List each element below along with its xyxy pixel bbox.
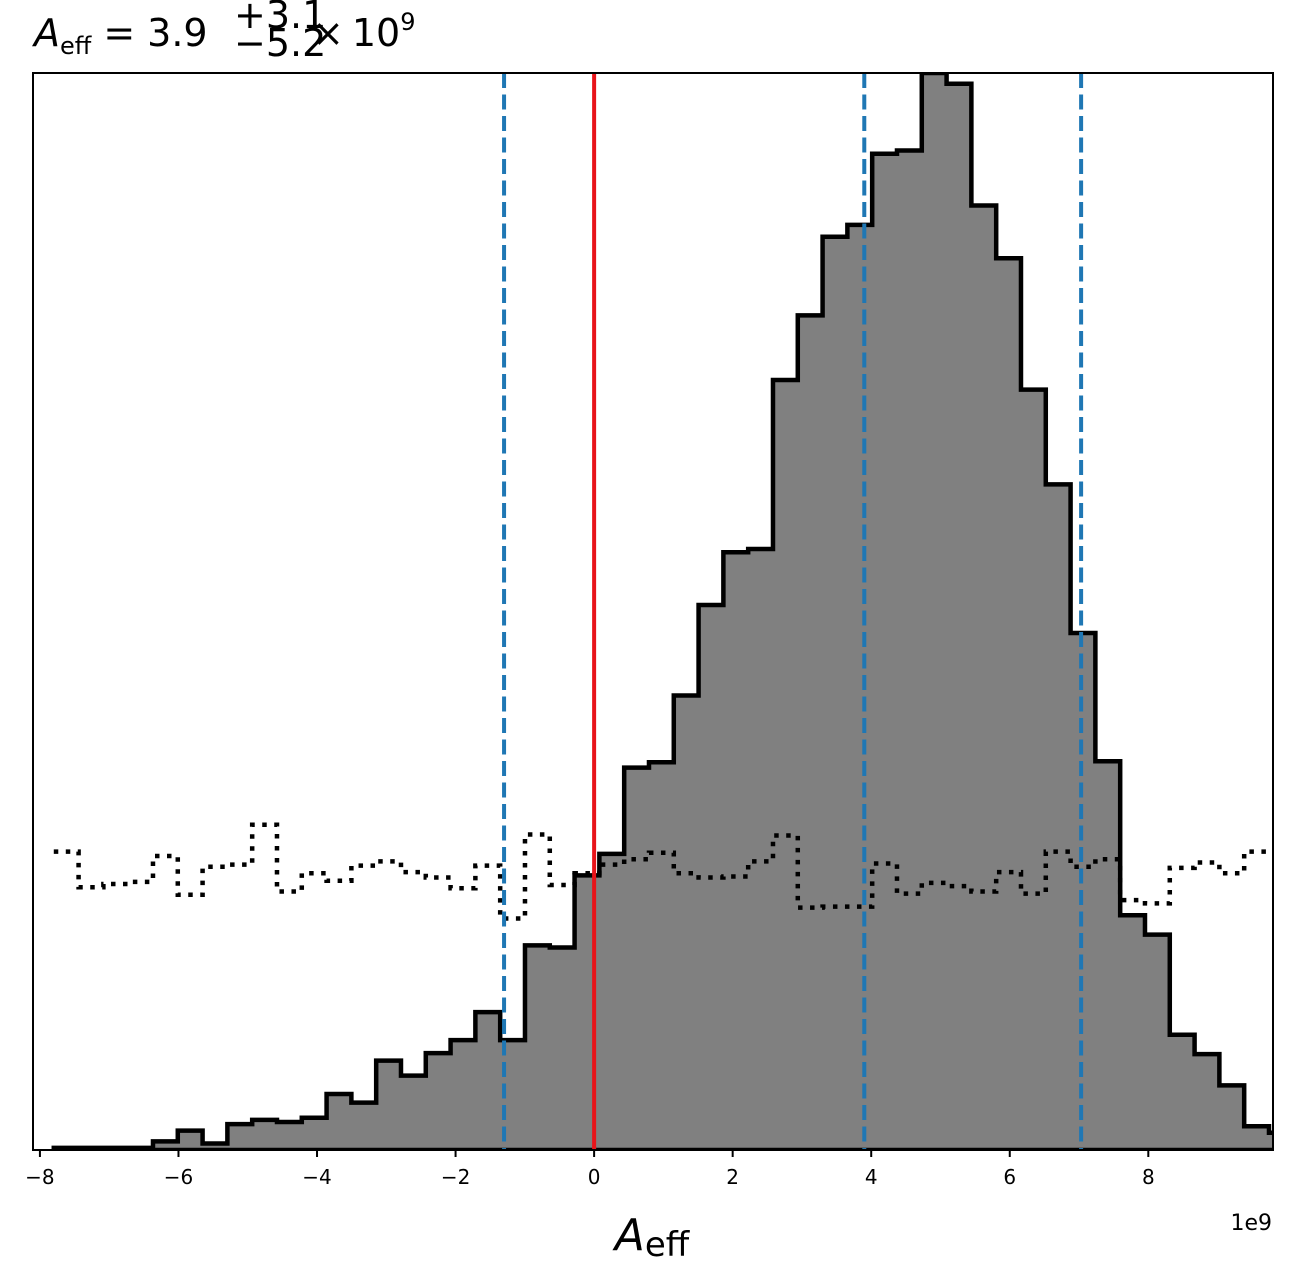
posterior-bar [772, 379, 799, 1150]
posterior-bar [1120, 915, 1146, 1150]
title-equals: = [103, 11, 135, 55]
x-tick-label: 2 [726, 1165, 739, 1189]
posterior-bar [971, 205, 997, 1150]
plot-content [51, 73, 1273, 1150]
posterior-bar [1244, 1126, 1270, 1150]
x-axis-label-symbol: A [612, 1210, 645, 1261]
x-tick-label: 4 [865, 1165, 878, 1189]
posterior-bar [847, 224, 873, 1150]
posterior-bar [723, 552, 749, 1150]
posterior-bar [549, 947, 576, 1150]
posterior-bar [748, 549, 774, 1150]
posterior-bar [1194, 1054, 1220, 1150]
x-tick-label: 6 [1003, 1165, 1016, 1189]
x-axis-ticks: −8 −6 −4 −2 0 2 4 6 8 [25, 1150, 1155, 1189]
posterior-bar [450, 1040, 476, 1150]
posterior-bar [301, 1117, 328, 1150]
posterior-bar [227, 1124, 253, 1150]
x-tick-label: −8 [25, 1165, 54, 1189]
plot-area [32, 72, 1274, 1151]
posterior-bar [524, 945, 551, 1150]
plot-frame [32, 72, 1274, 1151]
posterior-bar [921, 73, 948, 1150]
posterior-bar [177, 1130, 204, 1150]
posterior-bar [673, 695, 700, 1150]
posterior-bar [1144, 934, 1171, 1150]
posterior-bar [376, 1060, 402, 1150]
posterior-bar [1268, 1132, 1273, 1150]
posterior-bar [1169, 1034, 1196, 1150]
posterior-bar [1045, 484, 1072, 1150]
title-base: 10 [352, 11, 400, 55]
posterior-bar [872, 153, 898, 1150]
posterior-bar [624, 767, 650, 1150]
posterior-bar [351, 1102, 377, 1150]
posterior-bar [797, 315, 824, 1150]
posterior-bar [425, 1053, 452, 1150]
posterior-bar [152, 1141, 179, 1150]
x-tick-label: 8 [1142, 1165, 1155, 1189]
title-lower: −5.2 [234, 21, 326, 65]
posterior-bar [1095, 761, 1121, 1150]
posterior-bar [946, 83, 972, 1150]
posterior-bar [276, 1121, 303, 1150]
title-symbol-sub: eff [60, 32, 92, 60]
title-exponent: 9 [400, 8, 415, 36]
posterior-bar [896, 150, 923, 1150]
posterior-bar [202, 1143, 228, 1150]
title-times: × [312, 11, 344, 55]
posterior-bar [1020, 389, 1047, 1150]
posterior-bar [475, 1012, 501, 1150]
x-axis-offset-label: 1e9 [1230, 1211, 1272, 1236]
svg-text:Aeff=3.9: Aeff = 3.9 [31, 11, 208, 60]
x-tick-label: −4 [302, 1165, 331, 1189]
x-tick-label: 0 [588, 1165, 601, 1189]
title-upper: +3.1 [234, 0, 326, 37]
chart-title: Aeff = 3.9 +3.1 −5.2 × 109 [31, 0, 415, 65]
svg-text:×109: × 109 [312, 8, 415, 55]
posterior-bar [326, 1093, 352, 1150]
posterior-bar [1219, 1085, 1245, 1150]
prior-outline [53, 822, 1269, 921]
x-tick-label: −6 [164, 1165, 193, 1189]
x-axis-label-sub: eff [645, 1225, 691, 1265]
x-axis-label: Aeff [612, 1210, 691, 1265]
posterior-bar [822, 236, 848, 1150]
posterior-bar [400, 1075, 427, 1150]
posterior-bar [599, 853, 625, 1150]
posterior-outline [51, 73, 1273, 1150]
title-symbol: A [31, 11, 60, 55]
title-value: 3.9 [147, 11, 207, 55]
x-tick-label: −2 [441, 1165, 470, 1189]
posterior-bar [1070, 633, 1096, 1150]
posterior-bar [996, 258, 1022, 1150]
posterior-bar [648, 762, 675, 1150]
posterior-bar [252, 1119, 278, 1150]
